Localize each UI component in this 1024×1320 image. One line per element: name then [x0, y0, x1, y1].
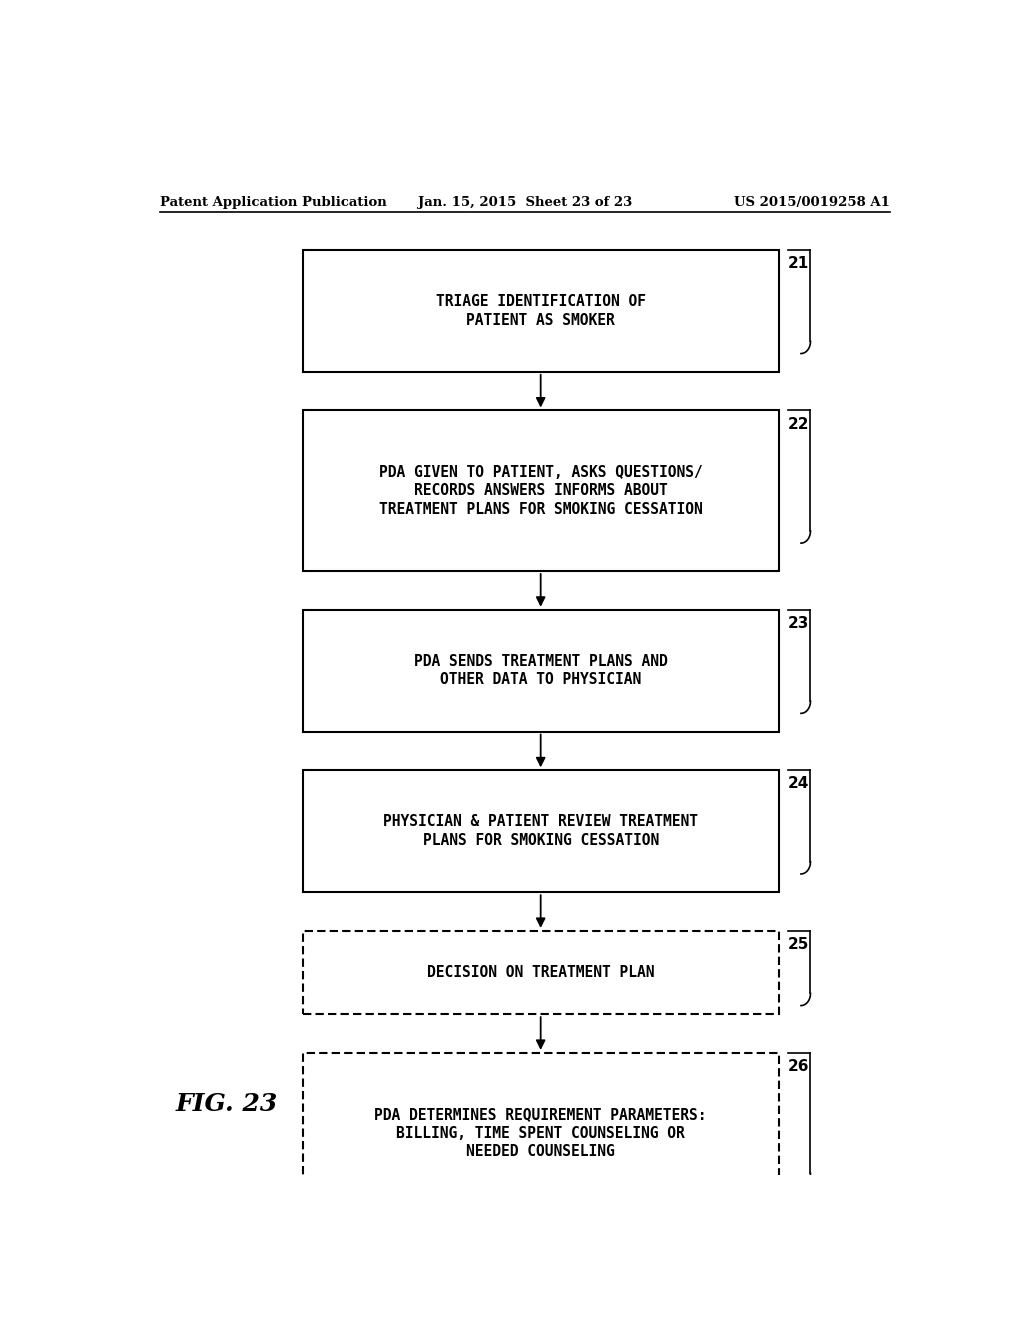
- Text: 22: 22: [787, 417, 809, 432]
- Text: 26: 26: [787, 1059, 809, 1074]
- Text: US 2015/0019258 A1: US 2015/0019258 A1: [734, 195, 890, 209]
- Bar: [303, 610, 778, 731]
- Text: Patent Application Publication: Patent Application Publication: [160, 195, 386, 209]
- Bar: [303, 249, 778, 372]
- Text: DECISION ON TREATMENT PLAN: DECISION ON TREATMENT PLAN: [427, 965, 654, 979]
- Text: PDA GIVEN TO PATIENT, ASKS QUESTIONS/
RECORDS ANSWERS INFORMS ABOUT
TREATMENT PL: PDA GIVEN TO PATIENT, ASKS QUESTIONS/ RE…: [379, 465, 702, 517]
- Bar: [303, 931, 778, 1014]
- Bar: [303, 1053, 778, 1213]
- Text: PHYSICIAN & PATIENT REVIEW TREATMENT
PLANS FOR SMOKING CESSATION: PHYSICIAN & PATIENT REVIEW TREATMENT PLA…: [383, 814, 698, 847]
- Text: 25: 25: [787, 937, 809, 952]
- Text: Jan. 15, 2015  Sheet 23 of 23: Jan. 15, 2015 Sheet 23 of 23: [418, 195, 632, 209]
- Text: PDA SENDS TREATMENT PLANS AND
OTHER DATA TO PHYSICIAN: PDA SENDS TREATMENT PLANS AND OTHER DATA…: [414, 653, 668, 688]
- Bar: [303, 771, 778, 892]
- Text: FIG. 23: FIG. 23: [176, 1092, 278, 1115]
- Text: 24: 24: [787, 776, 809, 792]
- Text: TRIAGE IDENTIFICATION OF
PATIENT AS SMOKER: TRIAGE IDENTIFICATION OF PATIENT AS SMOK…: [435, 294, 646, 327]
- Text: 21: 21: [787, 256, 809, 271]
- Bar: [303, 411, 778, 572]
- Text: PDA DETERMINES REQUIREMENT PARAMETERS:
BILLING, TIME SPENT COUNSELING OR
NEEDED : PDA DETERMINES REQUIREMENT PARAMETERS: B…: [375, 1107, 707, 1159]
- Text: 23: 23: [787, 615, 809, 631]
